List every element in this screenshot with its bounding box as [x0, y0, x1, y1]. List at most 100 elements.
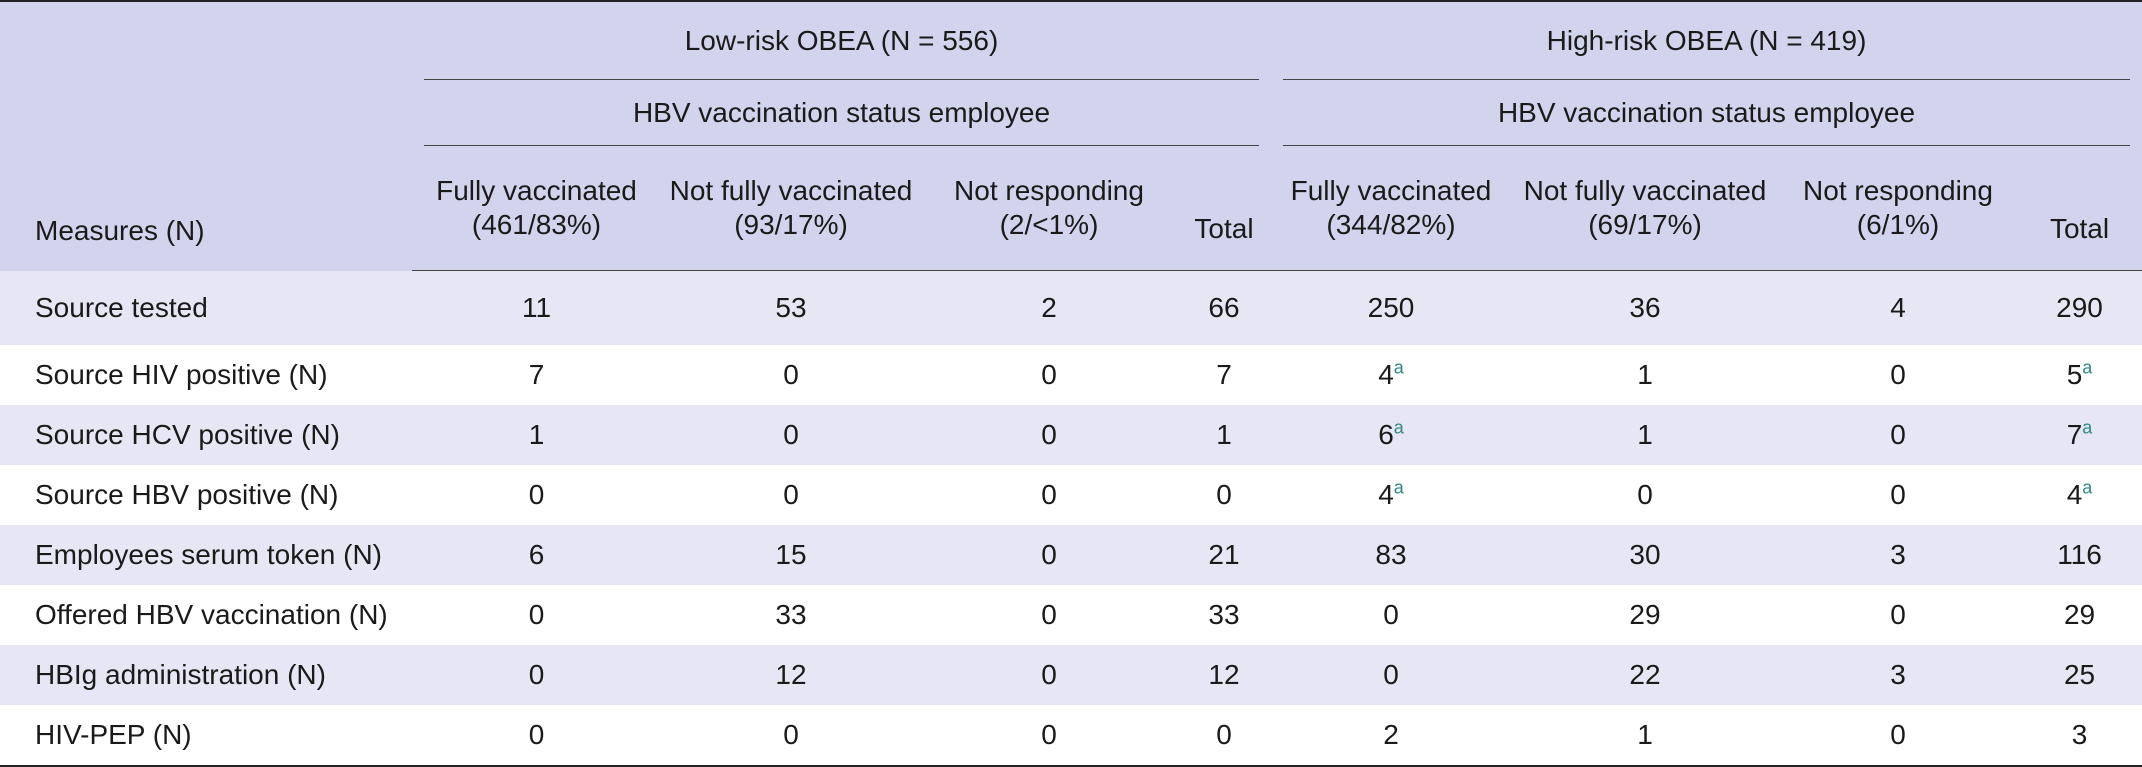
cell-value: 0	[528, 659, 545, 690]
cell-value: 0	[783, 419, 799, 450]
footnote-marker: a	[1393, 477, 1404, 498]
table-cell: 1	[1511, 705, 1779, 767]
table-cell: 0	[1511, 465, 1779, 525]
table-cell: 0	[1779, 465, 2017, 525]
table-cell: 0	[1779, 705, 2017, 767]
table-body: Source tested 11 53 2 66 250 36 4 290 Source HIV …	[0, 270, 2142, 767]
cell-value: 1	[528, 419, 545, 450]
table-cell: 0	[1779, 405, 2017, 465]
cell-value: 33	[1208, 599, 1240, 630]
row-label: Offered HBV vaccination (N)	[35, 599, 388, 630]
table-row: Source HCV positive (N) 1 0 0 1 6a 1 0 7a	[0, 405, 2142, 465]
cell-value: 0	[1041, 359, 1057, 390]
row-label: Source HBV positive (N)	[35, 479, 339, 510]
footnote-marker: a	[1393, 417, 1404, 438]
table-cell: 33	[1177, 585, 1271, 645]
cell-value: 36	[1629, 292, 1661, 323]
cell-value: 6	[528, 539, 545, 570]
table-cell: 0	[1779, 585, 2017, 645]
cell-value: 22	[1629, 659, 1661, 690]
table-cell: 0	[661, 465, 921, 525]
cell-value: 2	[1383, 719, 1399, 750]
cell-value: 0	[1041, 419, 1057, 450]
low-risk-subheader: HBV vaccination status employee	[412, 80, 1271, 146]
table-row: Source HIV positive (N) 7 0 0 7 4a 1 0 5a	[0, 345, 2142, 405]
table-cell: 6a	[1271, 405, 1511, 465]
table-cell: 0	[412, 645, 661, 705]
table-cell: 66	[1177, 271, 1271, 346]
cell-value: 4	[1378, 359, 1394, 390]
table-cell: 15	[661, 525, 921, 585]
low-risk-group-header: Low-risk OBEA (N = 556)	[412, 0, 1271, 81]
cell-value: 25	[2063, 659, 2096, 690]
cell-value: 0	[1890, 359, 1906, 390]
cell-value: 7	[2066, 419, 2083, 450]
cell-value: 0	[528, 719, 545, 750]
table-cell: 1	[1511, 345, 1779, 405]
table-cell: 11	[412, 271, 661, 346]
cell-value: 30	[1629, 539, 1661, 570]
table-cell: 0	[921, 645, 1177, 705]
table-row: Employees serum token (N) 6 15 0 21 83 30 3 116	[0, 525, 2142, 585]
cell-value: 290	[2056, 292, 2103, 323]
table-cell: 12	[661, 645, 921, 705]
table-cell: 250	[1271, 271, 1511, 346]
table-row: HIV-PEP (N) 0 0 0 0 2 1 0 3	[0, 705, 2142, 767]
table-cell: 22	[1511, 645, 1779, 705]
cell-value: 0	[1890, 419, 1906, 450]
table-cell: 0	[921, 405, 1177, 465]
cell-value: 6	[1378, 419, 1394, 450]
cell-value: 4	[2066, 479, 2083, 510]
cell-value: 0	[1890, 719, 1906, 750]
cell-value: 15	[775, 539, 807, 570]
table-cell: 0	[1779, 345, 2017, 405]
table-cell: 0	[412, 585, 661, 645]
footnote-marker: a	[2082, 417, 2093, 438]
cell-value: 0	[1041, 599, 1057, 630]
high-risk-group-header: High-risk OBEA (N = 419)	[1271, 0, 2142, 81]
cell-value: 0	[1041, 539, 1057, 570]
table-cell: 7	[1177, 345, 1271, 405]
cell-value: 83	[1375, 539, 1407, 570]
table-cell: 25	[2017, 645, 2142, 705]
col-high-total: Total	[2017, 146, 2142, 271]
table-cell: 33	[661, 585, 921, 645]
cell-value: 4	[1890, 292, 1906, 323]
table-cell: 4a	[2017, 465, 2142, 525]
col-low-not-responding: Not responding (2/<1%)	[921, 146, 1177, 271]
cell-value: 5	[2066, 359, 2083, 390]
col-high-fully-vaccinated: Fully vaccinated (344/82%)	[1271, 146, 1511, 271]
cell-value: 12	[775, 659, 807, 690]
cell-value: 2	[1041, 292, 1057, 323]
cell-value: 0	[528, 599, 545, 630]
table-cell: 116	[2017, 525, 2142, 585]
cell-value: 0	[1890, 479, 1906, 510]
table-cell: 1	[412, 405, 661, 465]
table-cell: 0	[661, 345, 921, 405]
cell-value: 1	[1637, 419, 1653, 450]
cell-value: 12	[1208, 659, 1240, 690]
table-cell: 2	[1271, 705, 1511, 767]
col-high-not-fully-vaccinated: Not fully vaccinated (69/17%)	[1511, 146, 1779, 271]
cell-value: 33	[775, 599, 807, 630]
table-cell: 7	[412, 345, 661, 405]
table-cell: 290	[2017, 271, 2142, 346]
cell-value: 0	[1041, 479, 1057, 510]
high-risk-subheader: HBV vaccination status employee	[1271, 80, 2142, 146]
cell-value: 29	[2063, 599, 2096, 630]
table-cell: 0	[921, 345, 1177, 405]
table-cell: 5a	[2017, 345, 2142, 405]
cell-value: 0	[1890, 599, 1906, 630]
row-label: HIV-PEP (N)	[0, 705, 412, 767]
cell-value: 3	[1890, 539, 1906, 570]
table-header: Measures (N) Low-risk OBEA (N = 556) Hig…	[0, 0, 2142, 271]
table-cell: 0	[412, 465, 661, 525]
table-cell: 12	[1177, 645, 1271, 705]
table-cell: 0	[1271, 585, 1511, 645]
cell-value: 1	[1637, 359, 1653, 390]
table-cell: 6	[412, 525, 661, 585]
table-cell: 0	[1177, 705, 1271, 767]
table-cell: 29	[1511, 585, 1779, 645]
col-low-total: Total	[1177, 146, 1271, 271]
